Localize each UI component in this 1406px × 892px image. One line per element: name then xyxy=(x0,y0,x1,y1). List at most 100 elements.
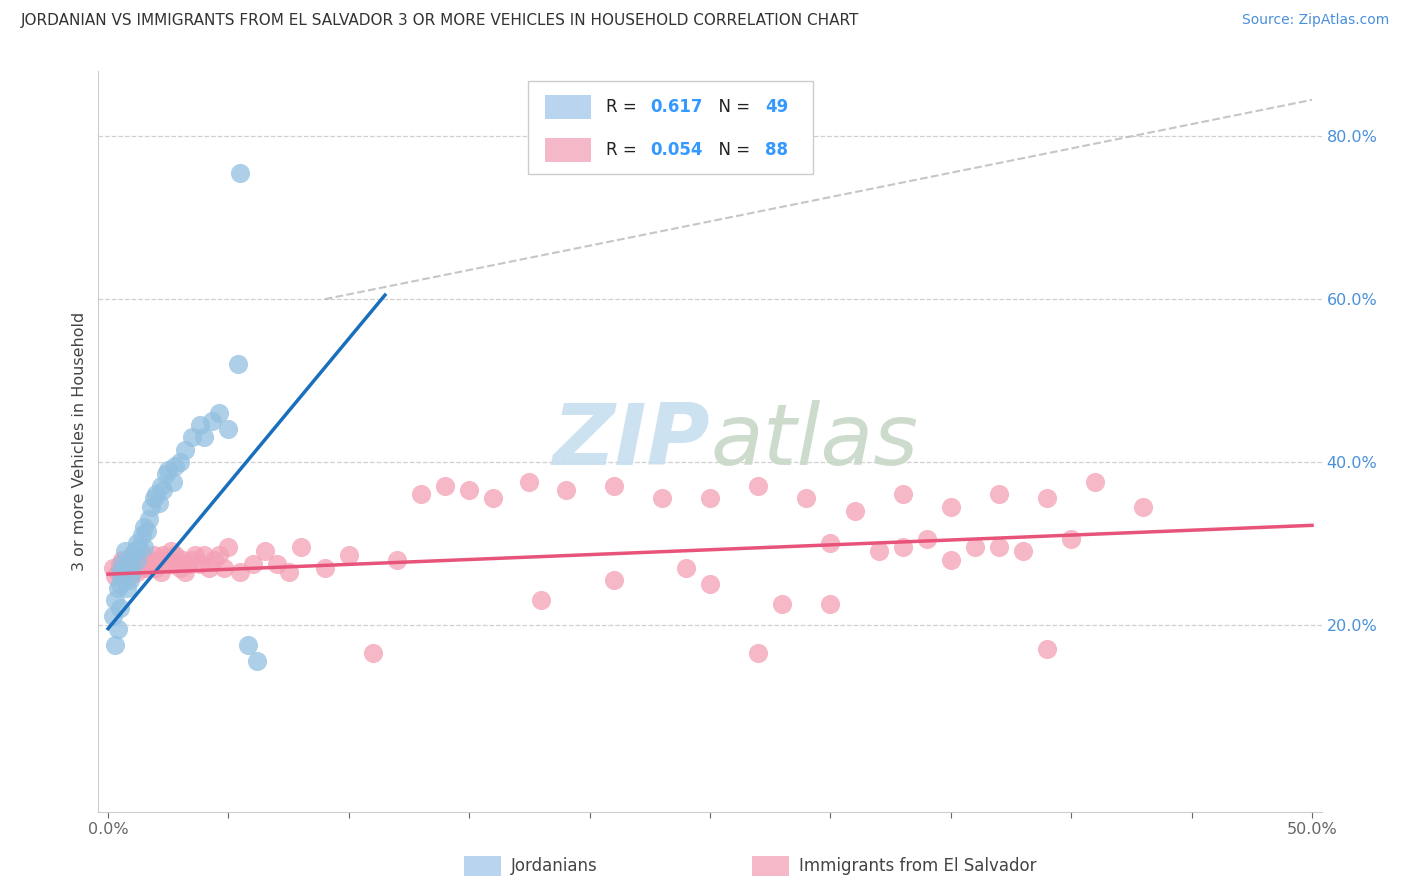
Text: JORDANIAN VS IMMIGRANTS FROM EL SALVADOR 3 OR MORE VEHICLES IN HOUSEHOLD CORRELA: JORDANIAN VS IMMIGRANTS FROM EL SALVADOR… xyxy=(21,13,859,29)
Point xyxy=(988,487,1011,501)
Point xyxy=(202,552,225,566)
Point xyxy=(699,577,721,591)
Point xyxy=(135,560,157,574)
Text: 88: 88 xyxy=(765,141,789,159)
Point xyxy=(162,557,184,571)
Point xyxy=(1084,475,1107,490)
Point xyxy=(198,560,221,574)
Point xyxy=(108,565,131,579)
Point xyxy=(108,557,131,571)
Point xyxy=(128,552,150,566)
Point xyxy=(193,430,215,444)
Point xyxy=(142,549,165,563)
Point xyxy=(217,422,239,436)
Point xyxy=(108,577,131,591)
Point xyxy=(651,491,673,506)
Point xyxy=(134,520,156,534)
Point xyxy=(131,560,153,574)
FancyBboxPatch shape xyxy=(527,81,813,174)
Point xyxy=(135,524,157,538)
Point xyxy=(1132,500,1154,514)
Point xyxy=(141,552,163,566)
Text: 0.617: 0.617 xyxy=(650,98,703,116)
Point xyxy=(530,593,553,607)
Point xyxy=(229,565,252,579)
Point xyxy=(165,458,187,473)
Point xyxy=(150,479,173,493)
Point xyxy=(554,483,576,498)
Point xyxy=(602,573,624,587)
Point xyxy=(915,532,938,546)
Point xyxy=(434,479,457,493)
Point xyxy=(188,418,211,433)
Point xyxy=(118,568,141,582)
Point xyxy=(277,565,299,579)
Point xyxy=(104,593,127,607)
Point xyxy=(184,549,207,563)
Point xyxy=(145,487,167,501)
Point xyxy=(111,552,134,566)
Point xyxy=(266,557,288,571)
Point xyxy=(820,597,842,611)
Point xyxy=(290,541,312,555)
Point xyxy=(188,557,211,571)
Point xyxy=(1060,532,1083,546)
Point xyxy=(169,455,191,469)
Text: ZIP: ZIP xyxy=(553,400,710,483)
Point xyxy=(121,565,143,579)
Point xyxy=(939,552,962,566)
Point xyxy=(172,552,194,566)
Text: Jordanians: Jordanians xyxy=(510,857,598,875)
Point xyxy=(176,557,198,571)
Point xyxy=(820,536,842,550)
Point xyxy=(208,406,231,420)
Point xyxy=(104,638,127,652)
Point xyxy=(155,467,177,481)
Point xyxy=(891,541,914,555)
Point xyxy=(134,549,156,563)
Point xyxy=(181,430,204,444)
Point xyxy=(159,544,181,558)
Text: Immigrants from El Salvador: Immigrants from El Salvador xyxy=(799,857,1036,875)
Point xyxy=(988,541,1011,555)
Point xyxy=(138,512,160,526)
Point xyxy=(124,557,146,571)
Point xyxy=(174,565,197,579)
Point xyxy=(236,638,259,652)
Point xyxy=(939,500,962,514)
Point xyxy=(111,560,134,574)
Point xyxy=(181,552,204,566)
Point xyxy=(1036,642,1059,657)
Point xyxy=(675,560,697,574)
Point xyxy=(118,573,141,587)
Point xyxy=(152,549,174,563)
FancyBboxPatch shape xyxy=(546,138,592,162)
Point xyxy=(891,487,914,501)
Point xyxy=(114,544,136,558)
Text: N =: N = xyxy=(707,98,755,116)
Point xyxy=(868,544,890,558)
Point xyxy=(107,565,129,579)
Point xyxy=(121,560,143,574)
Point xyxy=(104,568,127,582)
Point xyxy=(108,601,131,615)
Point xyxy=(114,560,136,574)
Point xyxy=(844,504,866,518)
FancyBboxPatch shape xyxy=(546,95,592,120)
Point xyxy=(963,541,986,555)
Point xyxy=(747,479,769,493)
Point xyxy=(128,541,150,555)
Point xyxy=(157,552,180,566)
Point xyxy=(602,479,624,493)
Point xyxy=(409,487,432,501)
Text: R =: R = xyxy=(606,141,643,159)
Point xyxy=(101,560,124,574)
Point xyxy=(148,495,170,509)
Point xyxy=(152,483,174,498)
Point xyxy=(134,557,156,571)
Point xyxy=(125,536,148,550)
Point xyxy=(111,557,134,571)
Point xyxy=(1012,544,1035,558)
Text: N =: N = xyxy=(707,141,755,159)
Point xyxy=(157,463,180,477)
